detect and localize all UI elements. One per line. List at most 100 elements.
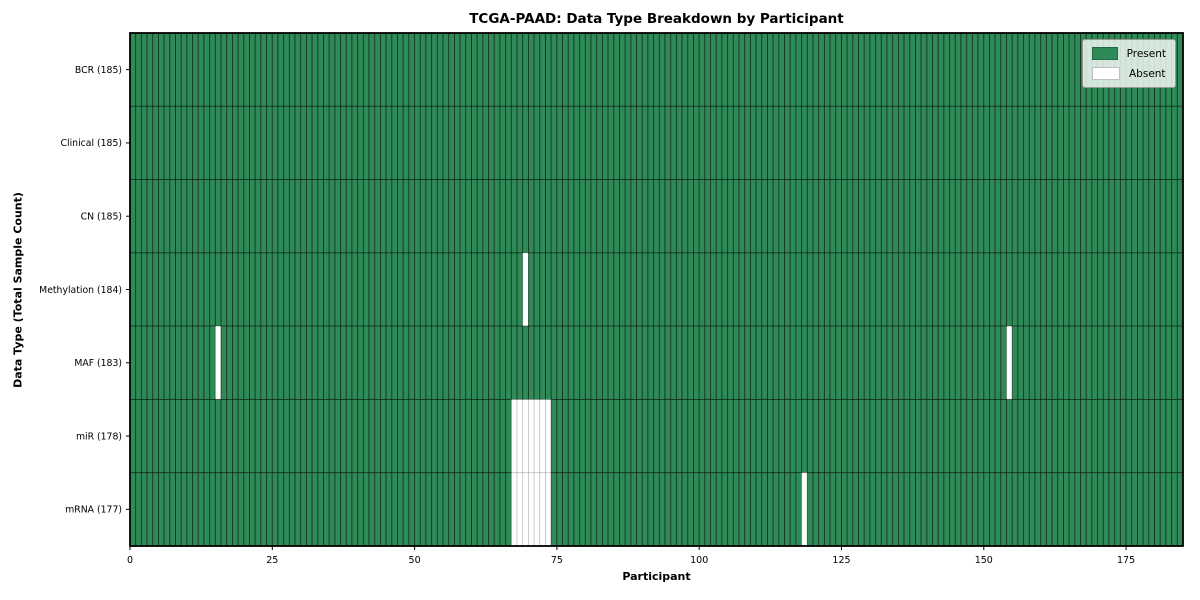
matrix-cell bbox=[1137, 252, 1144, 327]
matrix-cell bbox=[767, 325, 774, 400]
matrix-cell bbox=[397, 32, 404, 107]
matrix-cell bbox=[1119, 105, 1127, 181]
matrix-cell bbox=[567, 252, 575, 327]
matrix-cell bbox=[835, 325, 842, 400]
matrix-cell bbox=[402, 325, 410, 400]
matrix-cell bbox=[516, 179, 524, 254]
matrix-cell bbox=[670, 32, 677, 107]
matrix-cell bbox=[784, 472, 791, 547]
matrix-cell bbox=[493, 398, 501, 474]
matrix-cell bbox=[1074, 472, 1081, 547]
matrix-cell bbox=[146, 179, 154, 254]
matrix-cell bbox=[1108, 252, 1116, 327]
matrix-cell bbox=[192, 398, 199, 474]
matrix-cell bbox=[243, 325, 250, 400]
matrix-cell bbox=[317, 398, 324, 474]
matrix-cell bbox=[801, 325, 808, 400]
matrix-cell bbox=[300, 179, 307, 254]
matrix-cell bbox=[658, 179, 666, 254]
matrix-cell bbox=[835, 252, 842, 327]
matrix-cell bbox=[567, 32, 575, 107]
matrix-cell bbox=[653, 472, 660, 547]
matrix-cell bbox=[539, 179, 546, 254]
matrix-cell bbox=[209, 398, 216, 474]
matrix-cell bbox=[334, 32, 342, 107]
matrix-cell bbox=[203, 398, 211, 474]
matrix-cell bbox=[271, 105, 279, 181]
matrix-cell bbox=[909, 32, 916, 107]
matrix-cell bbox=[601, 472, 609, 547]
matrix-cell bbox=[453, 325, 461, 400]
matrix-cell bbox=[436, 105, 444, 181]
matrix-cell bbox=[1023, 472, 1030, 547]
matrix-cell bbox=[323, 179, 330, 254]
matrix-cell bbox=[459, 32, 467, 107]
matrix-cell bbox=[146, 398, 154, 474]
matrix-cell bbox=[738, 252, 746, 327]
matrix-cell bbox=[1028, 105, 1036, 181]
matrix-cell bbox=[886, 105, 894, 181]
matrix-cell bbox=[1045, 398, 1053, 474]
matrix-cell bbox=[937, 398, 945, 474]
matrix-cell bbox=[829, 252, 837, 327]
matrix-cell bbox=[778, 105, 786, 181]
matrix-cell bbox=[1171, 252, 1178, 327]
matrix-cell bbox=[960, 398, 968, 474]
matrix-cell bbox=[937, 325, 945, 400]
matrix-cell bbox=[533, 105, 541, 181]
matrix-cell bbox=[311, 105, 319, 181]
matrix-cell bbox=[1091, 105, 1099, 181]
matrix-cell bbox=[493, 179, 501, 254]
matrix-cell bbox=[795, 179, 803, 254]
matrix-cell bbox=[573, 325, 581, 400]
matrix-cell bbox=[778, 32, 786, 107]
matrix-cell bbox=[1171, 472, 1178, 547]
matrix-cell bbox=[1063, 32, 1070, 107]
matrix-cell bbox=[727, 398, 734, 474]
matrix-cell bbox=[937, 32, 945, 107]
matrix-cell bbox=[527, 252, 535, 327]
matrix-cell bbox=[761, 252, 768, 327]
matrix-cell bbox=[1068, 179, 1076, 254]
matrix-cell bbox=[254, 325, 262, 400]
matrix-cell bbox=[1051, 252, 1059, 327]
matrix-cell bbox=[539, 398, 546, 474]
x-tick-label: 175 bbox=[1117, 555, 1135, 566]
matrix-cell bbox=[306, 398, 313, 474]
matrix-cell bbox=[237, 398, 245, 474]
matrix-cell bbox=[465, 32, 472, 107]
matrix-cell bbox=[636, 105, 643, 181]
matrix-cell bbox=[1171, 179, 1178, 254]
matrix-cell bbox=[465, 398, 472, 474]
matrix-cell bbox=[846, 179, 854, 254]
y-tick-label: mRNA (177) bbox=[65, 505, 122, 516]
matrix-cell bbox=[983, 179, 990, 254]
matrix-cell bbox=[505, 105, 512, 181]
matrix-cell bbox=[1142, 252, 1150, 327]
matrix-cell bbox=[482, 32, 490, 107]
matrix-cell bbox=[880, 252, 888, 327]
matrix-cell bbox=[140, 398, 148, 474]
matrix-cell bbox=[214, 252, 222, 327]
matrix-cell bbox=[323, 398, 330, 474]
matrix-cell bbox=[949, 32, 956, 107]
matrix-cell bbox=[1097, 105, 1104, 181]
matrix-cell bbox=[806, 32, 814, 107]
matrix-cell bbox=[1051, 398, 1059, 474]
matrix-cell bbox=[231, 472, 239, 547]
matrix-cell bbox=[505, 252, 512, 327]
matrix-cell bbox=[214, 105, 222, 181]
matrix-cell bbox=[453, 32, 461, 107]
matrix-cell bbox=[345, 325, 353, 400]
matrix-cell bbox=[721, 325, 729, 400]
matrix-cell bbox=[288, 252, 296, 327]
matrix-cell bbox=[1137, 105, 1144, 181]
matrix-cell bbox=[1040, 252, 1047, 327]
matrix-cell bbox=[471, 105, 478, 181]
matrix-cell bbox=[1017, 252, 1025, 327]
matrix-cell bbox=[1028, 252, 1036, 327]
matrix-cell bbox=[402, 472, 410, 547]
matrix-cell bbox=[738, 105, 746, 181]
